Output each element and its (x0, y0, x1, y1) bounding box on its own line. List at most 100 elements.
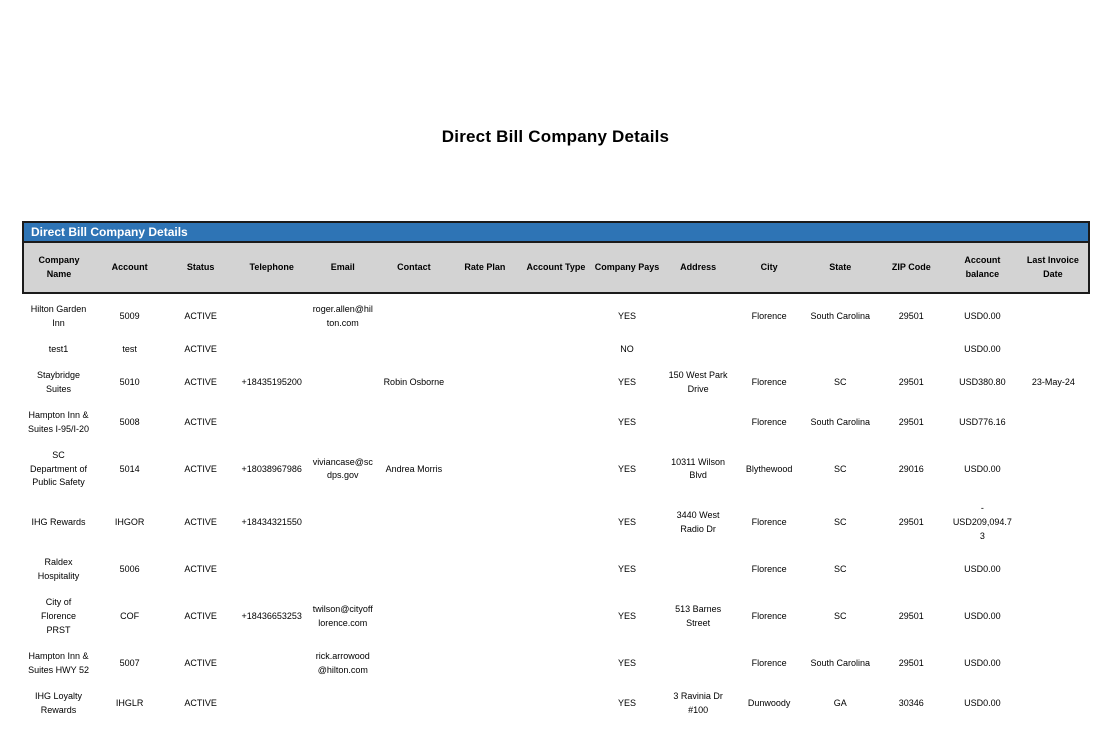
table-cell (449, 337, 520, 363)
table-cell: YES (618, 376, 637, 387)
table-cell: Florence (751, 611, 787, 621)
table-cell: ACTIVE (184, 463, 217, 474)
table-cell: USD0.00 (964, 343, 1001, 354)
table-cell: test1 (48, 343, 69, 354)
table-cell: Dunwoody (747, 697, 791, 708)
table-cell (378, 590, 449, 644)
table-cell: ACTIVE (184, 310, 217, 321)
table-cell (663, 550, 734, 590)
header-cell: Telephone (236, 241, 308, 294)
table-cell: Florence (751, 376, 787, 387)
table-cell: Robin Osborne (383, 376, 445, 387)
table-cell: IHG Loyalty Rewards (35, 690, 83, 715)
table-cell (520, 590, 591, 644)
table-cell: 3440 West Radio Dr (676, 510, 720, 535)
table-row: IHG Loyalty Rewards IHGLR ACTIVE YES 3 Ravin… (23, 684, 1089, 724)
table-cell (520, 337, 591, 363)
table-cell: ACTIVE (184, 697, 217, 708)
table-cell: YES (618, 657, 637, 668)
table-header-row: Company Name Account Status Telephone Email C… (21, 241, 1091, 294)
table-cell: 5007 (119, 657, 140, 668)
table-cell: YES (618, 564, 637, 575)
header-cell: Address (662, 241, 734, 294)
table-cell (520, 550, 591, 590)
table-cell: NO (620, 343, 634, 354)
table-cell: Raldex Hospitality (37, 557, 80, 582)
table-cell (449, 363, 520, 403)
table-cell (1018, 644, 1089, 684)
table-cell: Florence (751, 657, 787, 668)
table-cell (663, 644, 734, 684)
table-cell (449, 644, 520, 684)
table-cell: South Carolina (810, 657, 870, 668)
table-cell: Hampton Inn & Suites I-95/I-20 (28, 409, 90, 434)
header-cell: Company Name (21, 241, 95, 294)
table-cell (663, 337, 734, 363)
table-cell (236, 644, 307, 684)
table-cell: YES (618, 517, 637, 528)
table-cell: IHGLR (115, 697, 144, 708)
table-cell: SC (833, 376, 847, 387)
table-cell: 5008 (119, 416, 140, 427)
table-cell: IHGOR (114, 517, 145, 528)
table-cell (378, 403, 449, 443)
table-cell (378, 550, 449, 590)
table-cell (1018, 550, 1089, 590)
table-cell: YES (618, 416, 637, 427)
table-cell: GA (833, 697, 847, 708)
table-cell: USD0.00 (964, 564, 1001, 575)
table-row: Raldex Hospitality 5006 ACTIVE YES Florence S… (23, 550, 1089, 590)
table-cell (876, 337, 947, 363)
table-cell (520, 496, 591, 550)
table-cell: roger.allen@hilton.com (312, 304, 373, 328)
header-cell: Contact (378, 241, 450, 294)
table-cell: +18434321550 (241, 517, 302, 528)
table-cell: 5009 (119, 310, 140, 321)
header-cell: ZIP Code (875, 241, 947, 294)
table-cell (1018, 293, 1089, 337)
table-cell: ACTIVE (184, 564, 217, 575)
table-cell: 30346 (898, 697, 924, 708)
table-cell: 5010 (119, 376, 140, 387)
table-cell (449, 590, 520, 644)
direct-bill-company-table: Direct Bill Company Details Company Name… (21, 221, 1091, 724)
header-cell: Account (94, 241, 166, 294)
table-cell (449, 496, 520, 550)
table-cell: 23-May-24 (1031, 376, 1075, 387)
table-cell (1018, 590, 1089, 644)
table-cell: +18038967986 (241, 463, 302, 474)
table-cell: twilson@cityofflorence.com (312, 604, 373, 628)
table-cell: 5006 (119, 564, 140, 575)
table-cell: USD776.16 (959, 416, 1006, 427)
table-cell: test (122, 343, 137, 354)
table-cell: SC Department of Public Safety (30, 449, 88, 488)
table-cell (1018, 337, 1089, 363)
table-cell: 513 Barnes Street (675, 604, 722, 628)
header-cell: Last Invoice Date (1017, 241, 1091, 294)
table-cell: South Carolina (810, 416, 870, 427)
table-cell: SC (833, 564, 847, 575)
table-cell (805, 337, 876, 363)
table-cell: USD380.80 (959, 376, 1006, 387)
table-cell (236, 337, 307, 363)
table-cell: ACTIVE (184, 343, 217, 354)
table-cell (378, 293, 449, 337)
page-title: Direct Bill Company Details (441, 127, 670, 146)
table-cell: USD0.00 (964, 697, 1001, 708)
table-cell: Florence (751, 564, 787, 575)
table-cell: -USD209,094.73 (952, 503, 1012, 542)
table-cell: ACTIVE (184, 517, 217, 528)
table-cell (520, 684, 591, 724)
company-details-table: Company Name Account Status Telephone Email C… (21, 241, 1091, 724)
table-cell: 29501 (898, 416, 924, 427)
table-cell (449, 403, 520, 443)
table-row: IHG Rewards IHGOR ACTIVE +18434321550 YES 344… (23, 496, 1089, 550)
table-row: City of Florence PRST COF ACTIVE +184366532… (23, 590, 1089, 644)
table-cell: SC (833, 463, 847, 474)
table-cell: 150 West Park Drive (668, 369, 728, 394)
table-cell: rick.arrowood@hilton.com (315, 650, 370, 675)
header-cell: Account Type (520, 241, 592, 294)
table-row: Staybridge Suites 5010 ACTIVE +18435195200 R… (23, 363, 1089, 403)
table-cell: YES (618, 310, 637, 321)
